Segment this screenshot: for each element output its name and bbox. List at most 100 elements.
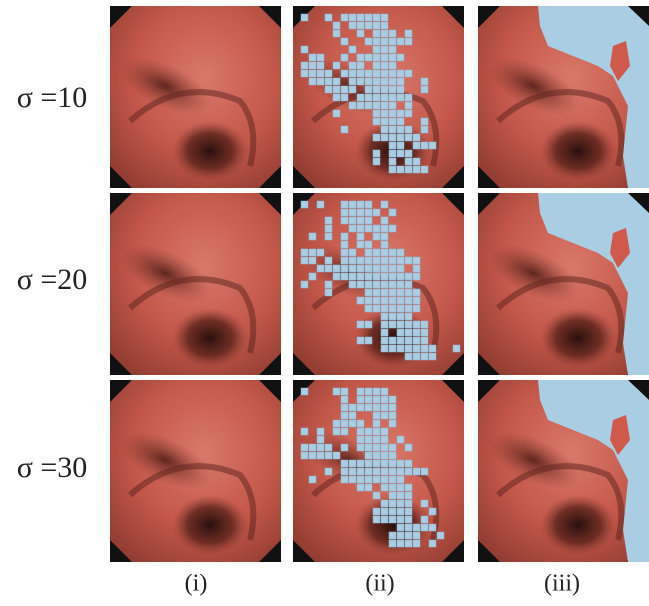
- detected-cell: [333, 273, 340, 280]
- detected-cell: [357, 388, 364, 395]
- detected-cell: [389, 500, 396, 507]
- detected-cell: [349, 86, 356, 93]
- detected-cell: [405, 337, 412, 344]
- detected-cell: [309, 70, 316, 77]
- detected-cell: [381, 289, 388, 296]
- detected-cell: [365, 201, 372, 208]
- detected-cell: [381, 452, 388, 459]
- detected-cell: [389, 30, 396, 37]
- detected-cell: [397, 313, 404, 320]
- detected-cell: [373, 22, 380, 29]
- detected-cell: [389, 508, 396, 515]
- lumen: [172, 308, 248, 368]
- detected-cell: [381, 94, 388, 101]
- detected-cell: [365, 86, 372, 93]
- detected-cell: [397, 78, 404, 85]
- detected-cell: [365, 444, 372, 451]
- detected-cell: [325, 257, 332, 264]
- detected-cell: [341, 404, 348, 411]
- detected-cell: [349, 46, 356, 53]
- detected-cell: [413, 337, 420, 344]
- detected-cell: [381, 396, 388, 403]
- detected-cell: [389, 126, 396, 133]
- detected-cell: [405, 444, 412, 451]
- detected-cell: [357, 420, 364, 427]
- image-panel: [293, 6, 464, 188]
- detected-cell: [421, 524, 428, 531]
- detected-cell: [373, 86, 380, 93]
- detected-cell: [341, 126, 348, 133]
- detected-cell: [397, 516, 404, 523]
- detected-cell: [365, 484, 372, 491]
- detected-cell: [381, 460, 388, 467]
- detected-cell: [413, 257, 420, 264]
- detected-cell: [357, 78, 364, 85]
- detected-cell: [365, 460, 372, 467]
- detected-cell: [389, 94, 396, 101]
- detected-cell: [357, 241, 364, 248]
- detected-cell: [373, 70, 380, 77]
- detected-cell: [421, 142, 428, 149]
- detected-cell: [373, 14, 380, 21]
- detected-cell: [373, 436, 380, 443]
- detected-cell: [397, 281, 404, 288]
- detected-cell: [357, 444, 364, 451]
- detected-cell: [341, 468, 348, 475]
- detected-cell: [373, 225, 380, 232]
- detected-cell: [333, 265, 340, 272]
- detected-cell: [405, 30, 412, 37]
- detected-cell: [301, 14, 308, 21]
- detected-cell: [381, 345, 388, 352]
- detected-cell: [389, 516, 396, 523]
- detected-cell: [325, 225, 332, 232]
- detected-cell: [373, 273, 380, 280]
- detected-cell: [317, 444, 324, 451]
- detected-cell: [389, 321, 396, 328]
- detected-cell: [365, 337, 372, 344]
- detected-cell: [405, 321, 412, 328]
- detected-cell: [397, 86, 404, 93]
- detected-cell: [397, 297, 404, 304]
- detected-cell: [389, 468, 396, 475]
- detected-cell: [349, 476, 356, 483]
- detected-cell: [373, 492, 380, 499]
- detected-cell: [365, 209, 372, 216]
- detected-cell: [405, 468, 412, 475]
- detected-cell: [405, 345, 412, 352]
- detected-cell: [317, 265, 324, 272]
- detected-cell: [349, 14, 356, 21]
- detected-cell: [389, 54, 396, 61]
- detected-cell: [357, 30, 364, 37]
- detected-cell: [341, 444, 348, 451]
- detected-cell: [405, 329, 412, 336]
- detected-cell: [333, 30, 340, 37]
- detected-cell: [373, 396, 380, 403]
- detected-cell: [349, 460, 356, 467]
- detected-cell: [301, 62, 308, 69]
- detected-cell: [373, 233, 380, 240]
- column-label: (ii): [365, 571, 394, 597]
- detected-cell: [341, 265, 348, 272]
- detected-cell: [301, 70, 308, 77]
- image-panel: [293, 193, 464, 375]
- detected-cell: [397, 38, 404, 45]
- detected-cell: [405, 353, 412, 360]
- detected-cell: [341, 241, 348, 248]
- detected-cell: [349, 281, 356, 288]
- detected-cell: [349, 102, 356, 109]
- detected-cell: [397, 476, 404, 483]
- detected-cell: [341, 70, 348, 77]
- detected-cell: [365, 94, 372, 101]
- detected-cell: [365, 297, 372, 304]
- detected-cell: [389, 46, 396, 53]
- detected-cell: [413, 134, 420, 141]
- detected-cell: [341, 273, 348, 280]
- detected-cell: [373, 62, 380, 69]
- lumen: [172, 495, 248, 555]
- detected-cell: [333, 428, 340, 435]
- detected-cell: [373, 249, 380, 256]
- detected-cell: [381, 516, 388, 523]
- detected-cell: [413, 297, 420, 304]
- detected-cell: [325, 217, 332, 224]
- detected-cell: [381, 257, 388, 264]
